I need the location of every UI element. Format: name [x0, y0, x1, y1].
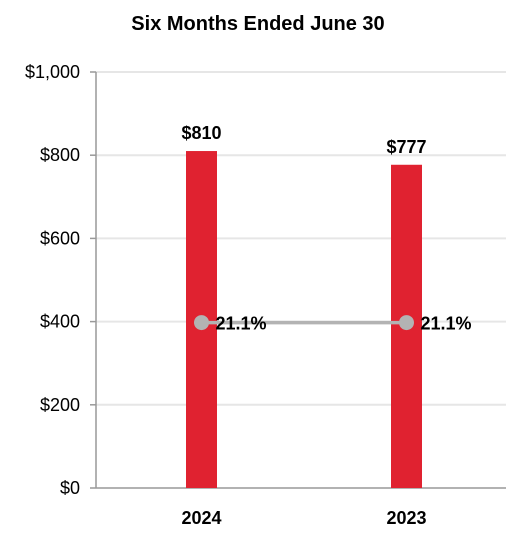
bar-value-label: $777 — [386, 137, 426, 157]
y-tick-label: $400 — [40, 312, 80, 332]
margin-line-series — [194, 315, 414, 331]
axes: $0 $200 $400 $600 $800 $1,000 2024 2023 — [25, 62, 506, 528]
y-tick-label: $800 — [40, 145, 80, 165]
margin-point — [399, 315, 414, 331]
data-labels: $810 $777 21.1% 21.1% — [181, 123, 471, 334]
margin-point — [194, 315, 209, 331]
x-tick-label: 2024 — [181, 508, 221, 528]
margin-value-label: 21.1% — [216, 314, 267, 334]
y-tick-label: $200 — [40, 395, 80, 415]
chart-title: Six Months Ended June 30 — [131, 13, 384, 35]
margin-value-label: 21.1% — [421, 314, 472, 334]
gridlines — [96, 71, 506, 406]
bar-value-label: $810 — [181, 123, 221, 143]
y-tick-label: $1,000 — [25, 62, 80, 82]
x-tick-label: 2023 — [386, 508, 426, 528]
y-tick-label: $0 — [60, 478, 80, 498]
y-tick-label: $600 — [40, 228, 80, 248]
